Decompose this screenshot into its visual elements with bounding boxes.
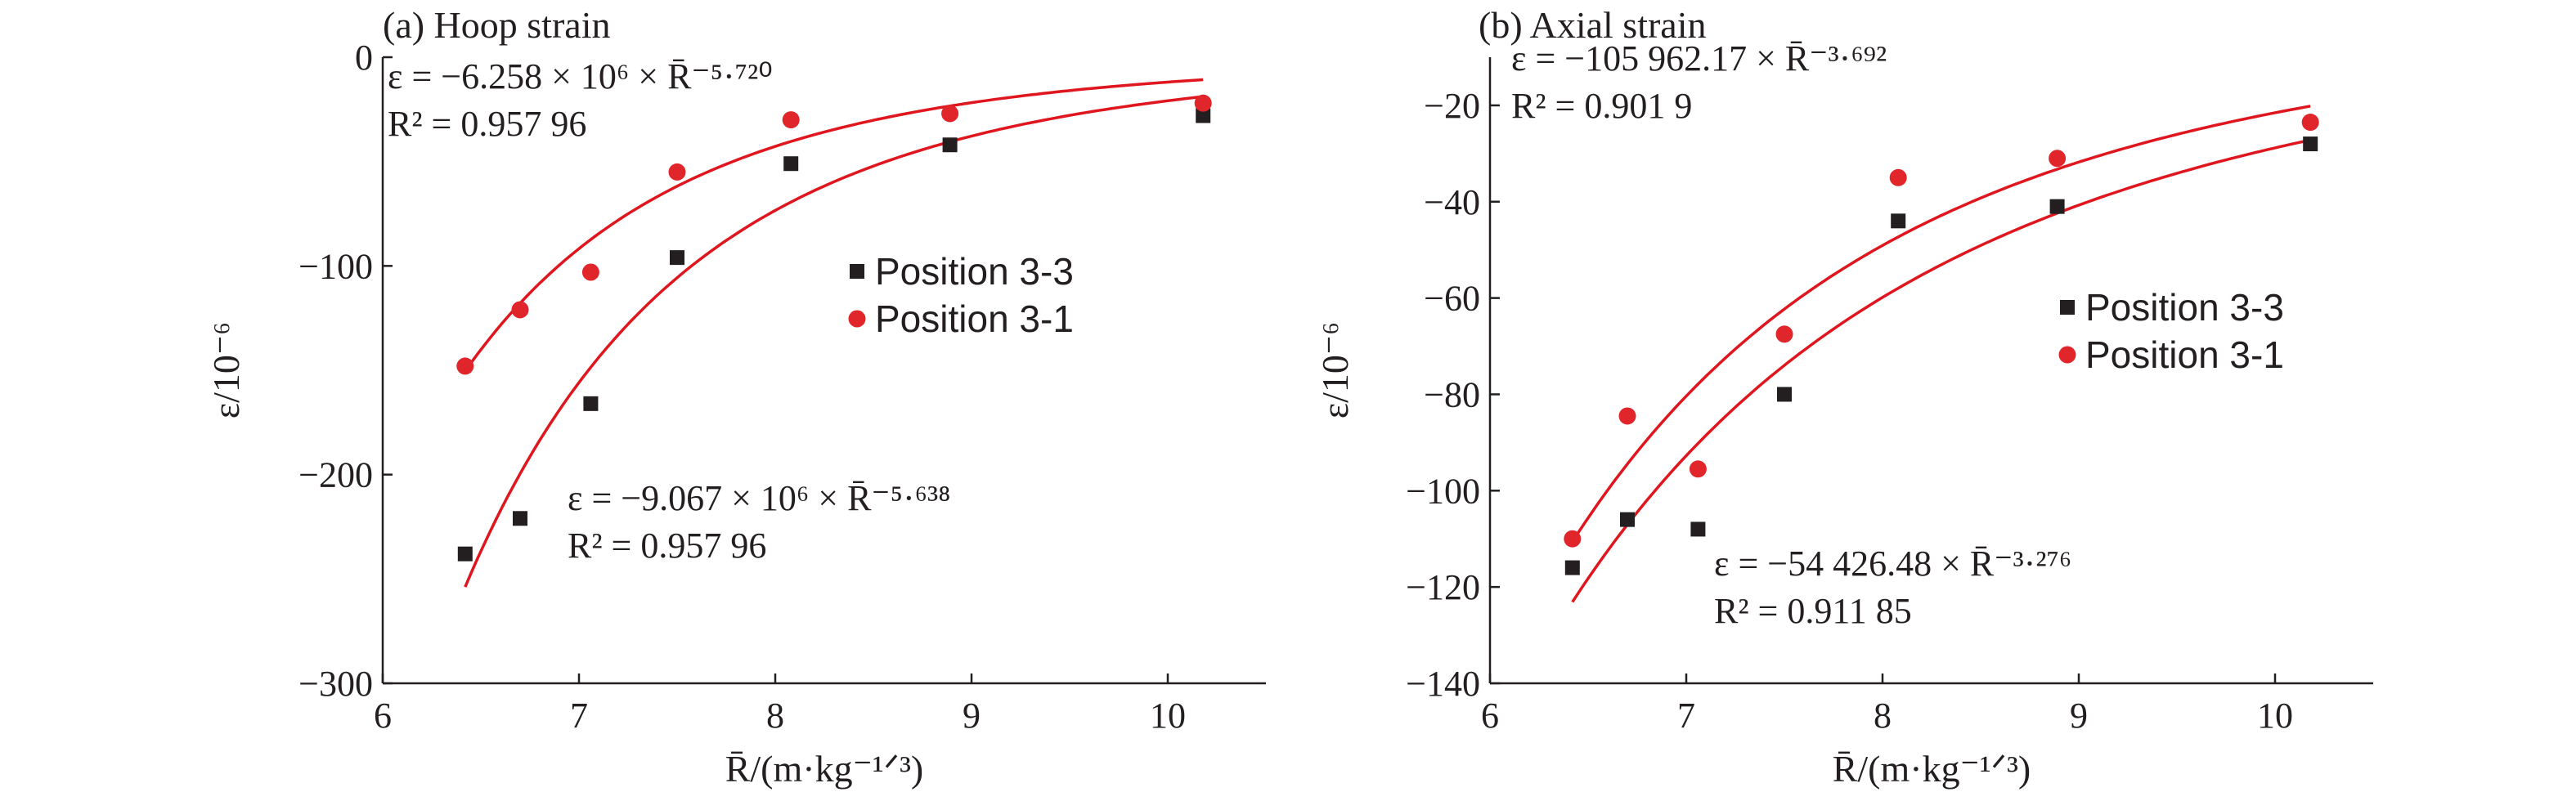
y-tick-label: −60 <box>1424 279 1480 319</box>
data-point <box>1196 108 1211 123</box>
fit-curve <box>464 78 1204 373</box>
data-point <box>1620 512 1635 527</box>
data-point <box>1618 407 1636 425</box>
fit-equation: ε = −9.067 × 10⁶ × R̄⁻⁵·⁶³⁸ <box>568 478 951 518</box>
x-tick-label: 10 <box>1150 696 1186 736</box>
fit-r-squared: R² = 0.901 9 <box>1511 86 1692 126</box>
data-point <box>1891 213 1906 229</box>
data-point <box>513 511 527 526</box>
data-point <box>942 137 958 153</box>
data-point <box>511 301 529 319</box>
chart-title: (a) Hoop strain <box>383 4 610 46</box>
legend-marker-square <box>850 264 864 279</box>
y-tick-label: −140 <box>1406 664 1480 704</box>
fit-equation: ε = −6.258 × 10⁶ × R̄⁻⁵·⁷²⁰ <box>388 56 773 96</box>
fit-equation: ε = −105 962.17 × R̄⁻³·⁶⁹² <box>1511 38 1887 78</box>
x-tick-label: 10 <box>2257 696 2293 736</box>
chart-hoop-strain: (a) Hoop strain 6 7 8 9 10 0 −100 −200 −300 R̄/(m·… <box>205 4 1266 790</box>
y-tick-label: −100 <box>298 246 373 286</box>
data-point <box>1775 325 1793 343</box>
y-tick-label: −80 <box>1424 374 1480 414</box>
x-tick-label: 6 <box>1481 696 1499 736</box>
data-point <box>1564 560 1580 575</box>
legend-label: Position 3-3 <box>875 250 1074 293</box>
legend: Position 3-3 Position 3-1 <box>848 250 1074 340</box>
y-tick-label: 0 <box>355 38 373 78</box>
y-tick-label: −120 <box>1406 567 1480 607</box>
y-axis-label: ε/10⁻⁶ <box>205 322 247 418</box>
data-point <box>1689 460 1707 478</box>
x-tick-label: 6 <box>374 696 392 736</box>
legend-marker-square <box>2060 300 2075 315</box>
fit-r-squared: R² = 0.957 96 <box>388 104 586 144</box>
series-position-3-1: ε = −6.258 × 10⁶ × R̄⁻⁵·⁷²⁰ R² = 0.957 96 <box>388 56 1212 375</box>
fit-equation: ε = −54 426.48 × R̄⁻³·²⁷⁶ <box>1714 544 2071 584</box>
legend-label: Position 3-1 <box>875 298 1074 340</box>
y-tick-label: −200 <box>298 455 373 495</box>
x-tick-label: 7 <box>1677 696 1695 736</box>
data-point <box>1564 530 1582 548</box>
x-tick-label: 9 <box>963 696 981 736</box>
data-point <box>583 396 599 411</box>
fit-curve <box>1571 105 2311 543</box>
legend-marker-circle <box>2058 346 2076 364</box>
legend-label: Position 3-3 <box>2085 286 2284 329</box>
x-axis-label: R̄/(m·kg⁻¹ᐟ³) <box>1833 748 2031 790</box>
data-point <box>2303 136 2318 152</box>
x-tick-label: 7 <box>570 696 588 736</box>
x-tick-label: 8 <box>766 696 784 736</box>
series-position-3-1: ε = −105 962.17 × R̄⁻³·⁶⁹² R² = 0.901 9 <box>1511 38 2319 548</box>
fit-r-squared: R² = 0.957 96 <box>568 526 766 566</box>
data-point <box>2049 199 2065 214</box>
data-point <box>456 357 474 375</box>
y-tick-label: −100 <box>1406 471 1480 511</box>
data-point <box>670 250 684 266</box>
legend-marker-circle <box>848 310 866 328</box>
y-tick-label: −20 <box>1424 86 1480 126</box>
data-point <box>1777 387 1792 402</box>
data-point <box>1690 521 1706 537</box>
data-point <box>1194 94 1212 112</box>
x-axis-label: R̄/(m·kg⁻¹ᐟ³) <box>725 748 924 790</box>
y-axis-label: ε/10⁻⁶ <box>1314 322 1356 418</box>
data-point <box>783 156 799 172</box>
fit-r-squared: R² = 0.911 85 <box>1714 591 1912 631</box>
data-point <box>2049 150 2067 168</box>
chart-axial-strain: (b) Axial strain 6 7 8 9 10 −20 −40 −60 −80 −100 −1… <box>1314 4 2373 790</box>
data-point <box>581 263 599 281</box>
fit-curve <box>1571 138 2311 603</box>
legend-label: Position 3-1 <box>2085 333 2284 376</box>
data-point <box>2301 114 2319 132</box>
y-tick-label: −40 <box>1424 182 1480 222</box>
data-point <box>668 163 686 181</box>
data-point <box>457 546 473 562</box>
y-tick-label: −300 <box>298 664 373 704</box>
data-point <box>1889 168 1907 186</box>
series-position-3-3: ε = −54 426.48 × R̄⁻³·²⁷⁶ R² = 0.911 85 <box>1564 136 2318 631</box>
series-position-3-3: ε = −9.067 × 10⁶ × R̄⁻⁵·⁶³⁸ R² = 0.957 96 <box>457 95 1211 588</box>
data-point <box>782 111 800 129</box>
x-tick-label: 9 <box>2070 696 2088 736</box>
fit-curve <box>464 95 1204 588</box>
x-tick-label: 8 <box>1874 696 1892 736</box>
chart-title: (b) Axial strain <box>1479 4 1707 46</box>
data-point <box>941 105 959 123</box>
